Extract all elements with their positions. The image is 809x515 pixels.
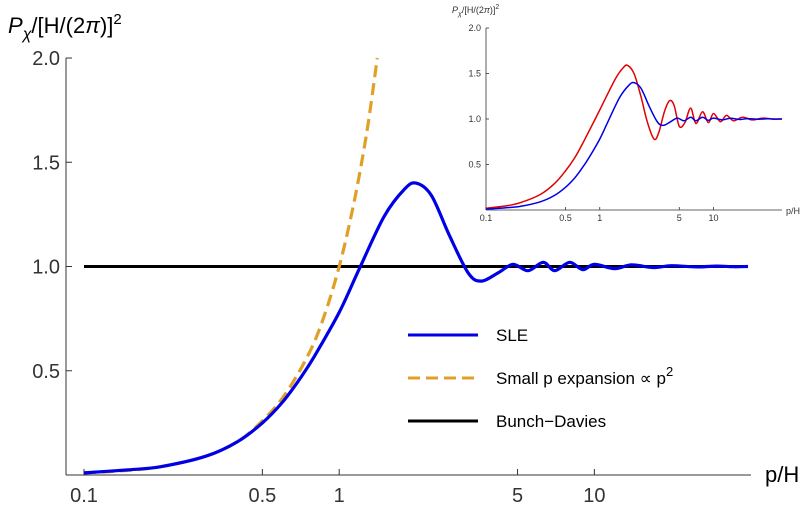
legend-label-bunch-davies: Bunch−Davies <box>496 412 606 431</box>
main-ylabel-sup: 2 <box>113 11 121 28</box>
inset-x-tick-label: 0.1 <box>480 213 493 223</box>
inset-x-tick-label: 0.5 <box>559 213 572 223</box>
inset-series-blue-line <box>485 81 783 210</box>
inset-y-tick-label: 0.5 <box>468 160 481 170</box>
legend-label-small-p-expansion: Small p expansion ∝ p2 <box>496 364 673 388</box>
inset-ylabel-chi: χ <box>457 11 462 18</box>
legend-label-text: Small p expansion ∝ p <box>496 369 666 388</box>
inset-chart: Pχ/[H/(2π)]2 p/H 0.1 0.5 1 5 10 0.5 1.0 1.5 2.0 <box>452 4 800 223</box>
legend-label-text: SLE <box>496 326 528 345</box>
legend-label-text: Bunch−Davies <box>496 412 606 431</box>
main-x-axis-label: p/H <box>765 462 799 487</box>
inset-y-axis-label: Pχ/[H/(2π)]2 <box>452 4 499 18</box>
inset-ylabel-pi: π <box>484 5 491 15</box>
main-ylabel-chi: χ <box>21 26 32 43</box>
inset-x-tick-label: 10 <box>709 213 719 223</box>
main-ylabel-p: P <box>8 13 23 38</box>
inset-ticks: 0.1 0.5 1 5 10 0.5 1.0 1.5 2.0 <box>468 23 718 223</box>
inset-y-tick-label: 1.5 <box>468 69 481 79</box>
main-ticks: 0.1 0.5 1 5 10 0.5 1.0 1.5 2.0 <box>32 48 605 507</box>
main-legend: SLE Small p expansion ∝ p2 Bunch−Davies <box>408 326 673 431</box>
inset-x-tick-label: 1 <box>597 213 602 223</box>
main-x-tick-label: 0.5 <box>248 485 276 507</box>
main-y-tick-label: 1.0 <box>32 257 60 279</box>
main-y-tick-label: 2.0 <box>32 48 60 70</box>
inset-y-tick-label: 1.0 <box>468 114 481 124</box>
main-y-tick-label: 0.5 <box>32 361 60 383</box>
main-series <box>83 57 749 475</box>
main-chart: Pχ/[H/(2π)]2 p/H 0.1 0.5 1 5 100.51.01.52.0 … <box>8 11 799 507</box>
inset-axes: Pχ/[H/(2π)]2 p/H <box>452 4 800 216</box>
inset-x-tick-label: 5 <box>677 213 682 223</box>
main-x-tick-label: 10 <box>583 485 605 507</box>
inset-series <box>485 64 783 210</box>
inset-x-axis-label: p/H <box>786 206 800 216</box>
main-ylabel-end: )] <box>100 13 113 38</box>
main-x-tick-label: 5 <box>512 485 523 507</box>
inset-ylabel-mid: /[H/(2 <box>462 5 484 15</box>
main-ylabel-pi: π <box>85 13 101 38</box>
legend-label-sle: SLE <box>496 326 528 345</box>
main-axes: Pχ/[H/(2π)]2 p/H <box>8 11 799 487</box>
main-x-tick-label: 0.1 <box>70 485 98 507</box>
inset-y-tick-label: 2.0 <box>468 23 481 33</box>
main-ylabel-mid: /[H/(2 <box>31 13 85 38</box>
main-series-sle-line <box>83 181 749 475</box>
legend-label-sup: 2 <box>666 364 673 379</box>
main-x-tick-label: 1 <box>334 485 345 507</box>
main-y-axis-label: Pχ/[H/(2π)]2 <box>8 11 122 43</box>
inset-series-red-line <box>485 64 783 209</box>
main-y-tick-label: 1.5 <box>32 152 60 174</box>
inset-ylabel-end: )] <box>490 5 496 15</box>
inset-ylabel-sup: 2 <box>495 4 499 11</box>
inset-ylabel-p: P <box>452 5 458 15</box>
